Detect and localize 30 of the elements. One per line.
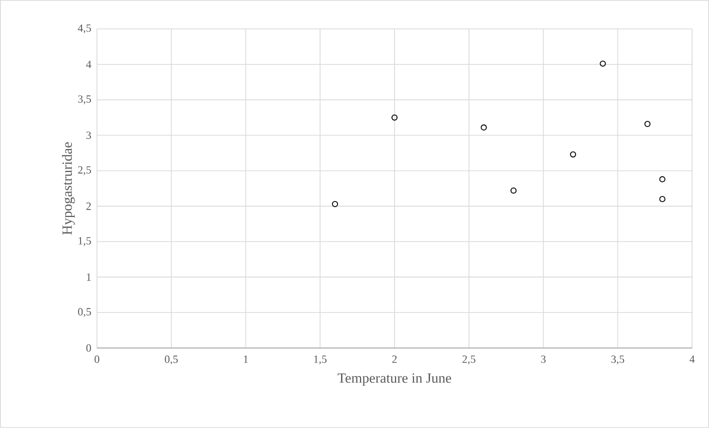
y-tick-label: 0,5 — [78, 308, 91, 318]
y-tick-label: 3,5 — [78, 95, 91, 104]
point — [391, 114, 398, 121]
x-axis-title: Temperature in June — [338, 373, 452, 386]
point — [644, 120, 651, 128]
y-axis-title: Hypogastruridae — [62, 142, 75, 235]
y-tick-label: 3 — [86, 132, 91, 140]
point — [480, 124, 487, 131]
y-tick-label: 4,5 — [78, 24, 91, 34]
y-tick-label: 1,5 — [78, 237, 91, 246]
x-tick-label: 0 — [94, 356, 100, 363]
point — [332, 201, 338, 208]
y-tick-label: 0 — [86, 344, 91, 352]
y-tick-label: 2 — [86, 202, 91, 210]
x-tick-label: 3,5 — [611, 356, 624, 365]
y-tick-label: 2,5 — [78, 166, 91, 176]
x-tick-label: 2 — [392, 356, 397, 363]
x-tick-label: 3 — [541, 356, 546, 363]
point — [600, 60, 606, 67]
point — [570, 151, 576, 158]
point — [659, 176, 666, 182]
x-tick-label: 2,5 — [462, 356, 476, 365]
point — [510, 188, 517, 194]
x-tick-label: 4 — [690, 356, 695, 363]
x-tick-label: 0,5 — [164, 356, 178, 365]
x-tick-label: 1,5 — [314, 356, 327, 365]
point — [659, 196, 666, 202]
y-tick-label: 4 — [86, 60, 92, 68]
x-tick-label: 1 — [244, 356, 248, 363]
y-tick-label: 1 — [86, 273, 91, 281]
